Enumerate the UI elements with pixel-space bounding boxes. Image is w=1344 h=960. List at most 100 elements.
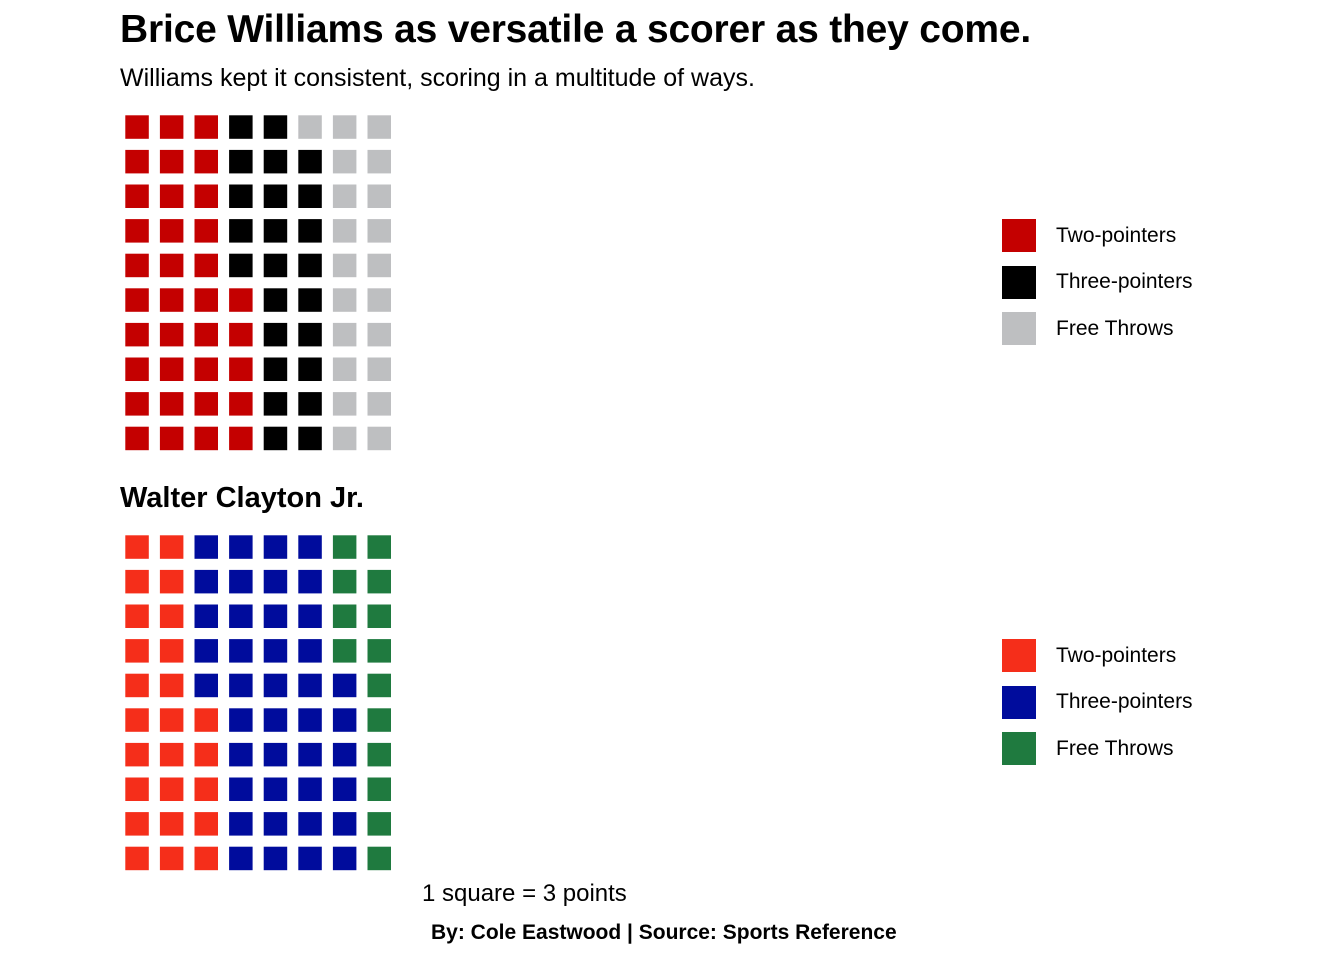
legend-item-three-pointers: Three-pointers (1002, 685, 1193, 719)
waffle-square-three-pointers (263, 604, 288, 628)
waffle-square-three-pointers (298, 742, 322, 767)
waffle-square-free-throws (367, 184, 391, 208)
waffle-square-three-pointers (298, 149, 322, 174)
waffle-square-two-pointers (159, 219, 184, 243)
legend-swatch (1002, 265, 1036, 299)
waffle-square-three-pointers (263, 184, 288, 208)
waffle-square-three-pointers (332, 846, 357, 871)
waffle-square-three-pointers (229, 673, 253, 698)
waffle-square-three-pointers (194, 673, 218, 698)
waffle-square-three-pointers (263, 357, 288, 381)
waffle-square-three-pointers (332, 777, 357, 801)
waffle-square-two-pointers (194, 149, 218, 174)
waffle-square-three-pointers (298, 569, 322, 594)
legend-swatch (1002, 312, 1036, 345)
waffle-square-two-pointers (194, 253, 218, 278)
waffle-square-three-pointers (194, 569, 218, 594)
panel-title-walter-clayton: Walter Clayton Jr. (120, 482, 364, 514)
waffle-square-two-pointers (194, 322, 218, 347)
waffle-square-two-pointers (125, 322, 149, 347)
waffle-square-free-throws (332, 115, 357, 139)
legend-item-two-pointers: Two-pointers (1002, 219, 1193, 252)
waffle-square-free-throws (332, 219, 357, 243)
waffle-square-three-pointers (332, 812, 357, 836)
waffle-square-two-pointers (159, 708, 184, 732)
waffle-square-two-pointers (159, 115, 184, 139)
legend-swatch (1002, 732, 1036, 765)
waffle-square-two-pointers (125, 673, 149, 698)
waffle-square-two-pointers (125, 846, 149, 871)
waffle-square-two-pointers (125, 639, 149, 663)
waffle-square-free-throws (367, 115, 391, 139)
waffle-square-three-pointers (263, 253, 288, 278)
waffle-square-free-throws (367, 708, 391, 732)
waffle-square-two-pointers (159, 569, 184, 594)
waffle-square-two-pointers (125, 535, 149, 559)
waffle-square-free-throws (332, 535, 357, 559)
waffle-square-three-pointers (229, 846, 253, 871)
waffle-square-three-pointers (263, 535, 288, 559)
waffle-square-free-throws (367, 219, 391, 243)
waffle-square-three-pointers (263, 115, 288, 139)
waffle-square-two-pointers (125, 149, 149, 174)
waffle-square-three-pointers (298, 426, 322, 451)
waffle-square-two-pointers (159, 604, 184, 628)
waffle-square-three-pointers (229, 604, 253, 628)
waffle-square-two-pointers (194, 708, 218, 732)
waffle-square-three-pointers (298, 392, 322, 416)
waffle-square-two-pointers (159, 846, 184, 871)
waffle-square-three-pointers (263, 673, 288, 698)
legend-label: Three-pointers (1056, 690, 1193, 713)
waffle-square-free-throws (367, 288, 391, 312)
waffle-square-two-pointers (159, 253, 184, 278)
unit-caption: 1 square = 3 points (422, 880, 627, 907)
waffle-square-three-pointers (263, 288, 288, 312)
waffle-square-three-pointers (229, 535, 253, 559)
waffle-square-three-pointers (298, 184, 322, 208)
waffle-square-free-throws (332, 288, 357, 312)
chart-subtitle: Williams kept it consistent, scoring in … (120, 64, 755, 92)
waffle-square-three-pointers (298, 812, 322, 836)
waffle-square-free-throws (332, 149, 357, 174)
waffle-square-two-pointers (159, 742, 184, 767)
waffle-square-free-throws (367, 426, 391, 451)
waffle-square-three-pointers (298, 253, 322, 278)
waffle-square-free-throws (367, 846, 391, 871)
waffle-square-three-pointers (298, 777, 322, 801)
chart-title: Brice Williams as versatile a scorer as … (120, 8, 1031, 51)
waffle-square-three-pointers (229, 184, 253, 208)
waffle-square-two-pointers (159, 149, 184, 174)
waffle-square-three-pointers (298, 708, 322, 732)
waffle-square-three-pointers (332, 673, 357, 698)
waffle-square-two-pointers (159, 535, 184, 559)
waffle-square-two-pointers (125, 253, 149, 278)
legend-label: Two-pointers (1056, 223, 1177, 247)
waffle-square-two-pointers (194, 357, 218, 381)
waffle-square-free-throws (367, 569, 391, 594)
waffle-square-two-pointers (125, 708, 149, 732)
waffle-square-two-pointers (194, 777, 218, 801)
waffle-square-two-pointers (229, 426, 253, 451)
waffle-square-two-pointers (194, 288, 218, 312)
waffle-square-two-pointers (159, 357, 184, 381)
waffle-square-two-pointers (194, 392, 218, 416)
waffle-square-two-pointers (194, 812, 218, 836)
waffle-square-two-pointers (125, 392, 149, 416)
waffle-square-three-pointers (263, 426, 288, 451)
legend-brice-williams: Two-pointers Three-pointers Free Throws (1002, 219, 1193, 359)
waffle-square-three-pointers (194, 639, 218, 663)
waffle-square-three-pointers (263, 777, 288, 801)
waffle-square-two-pointers (159, 426, 184, 451)
waffle-square-three-pointers (298, 604, 322, 628)
waffle-square-three-pointers (298, 322, 322, 347)
waffle-square-three-pointers (263, 742, 288, 767)
waffle-square-three-pointers (263, 846, 288, 871)
waffle-square-three-pointers (229, 253, 253, 278)
waffle-square-free-throws (367, 604, 391, 628)
waffle-square-three-pointers (194, 535, 218, 559)
waffle-square-free-throws (332, 604, 357, 628)
waffle-square-free-throws (367, 673, 391, 698)
legend-label: Two-pointers (1056, 643, 1177, 667)
waffle-square-free-throws (332, 253, 357, 278)
waffle-square-two-pointers (125, 812, 149, 836)
